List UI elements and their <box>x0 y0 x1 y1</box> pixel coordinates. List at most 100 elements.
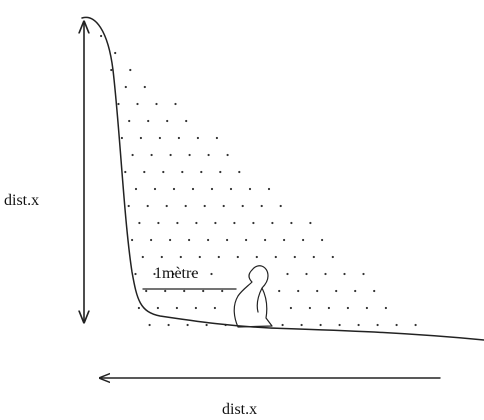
dot <box>183 289 186 293</box>
height-label: dist.x <box>4 192 39 209</box>
dot <box>124 85 127 89</box>
dot <box>195 221 198 225</box>
dot <box>324 272 327 276</box>
dot <box>278 289 281 293</box>
dot <box>226 153 229 157</box>
dot <box>139 136 142 140</box>
dot <box>309 221 312 225</box>
dot <box>384 306 387 310</box>
dot <box>127 204 130 208</box>
dot <box>229 187 233 191</box>
dot <box>150 153 153 157</box>
dot <box>414 323 417 327</box>
dot <box>150 238 153 242</box>
dot <box>279 204 282 208</box>
dot <box>221 289 224 293</box>
dot <box>205 323 208 327</box>
dot <box>198 255 201 259</box>
dot <box>286 272 289 276</box>
dot <box>327 306 330 310</box>
dot <box>128 119 131 123</box>
dot <box>217 255 220 259</box>
dot <box>233 221 236 225</box>
dot <box>319 323 322 327</box>
dot <box>146 204 149 208</box>
dot <box>191 272 194 276</box>
dot <box>158 136 161 140</box>
dot <box>129 68 132 72</box>
dot <box>200 170 203 174</box>
dot <box>136 102 139 106</box>
dot <box>124 170 127 174</box>
dot <box>177 136 180 140</box>
dot <box>260 204 263 208</box>
dot <box>255 255 258 259</box>
dot <box>141 255 144 259</box>
dot <box>238 170 241 174</box>
dot <box>179 255 182 259</box>
dot <box>174 102 177 106</box>
dot <box>110 68 113 72</box>
dot <box>302 238 305 242</box>
dot <box>373 289 376 293</box>
dot <box>143 85 146 89</box>
dot <box>321 238 324 242</box>
dot <box>131 238 134 242</box>
dot <box>131 153 134 157</box>
dot <box>117 102 120 106</box>
dot <box>331 255 334 259</box>
dot <box>148 323 151 327</box>
dot <box>312 255 315 259</box>
dot <box>267 187 271 191</box>
dot <box>157 221 160 225</box>
dot <box>120 136 123 140</box>
dot <box>210 187 214 191</box>
dot <box>172 272 175 276</box>
dot <box>134 187 138 191</box>
dot <box>100 34 103 38</box>
dot <box>203 204 206 208</box>
dot <box>207 153 210 157</box>
dot <box>297 289 300 293</box>
dot <box>138 221 141 225</box>
dot <box>271 221 274 225</box>
dot <box>252 221 255 225</box>
dot <box>188 238 191 242</box>
dot <box>215 136 218 140</box>
dot <box>376 323 379 327</box>
dot <box>362 272 365 276</box>
dot <box>145 289 148 293</box>
dot <box>143 170 146 174</box>
dot <box>241 204 244 208</box>
dot <box>338 323 341 327</box>
slope-curve <box>81 16 484 341</box>
dot <box>172 187 176 191</box>
dot <box>167 323 170 327</box>
dot <box>156 306 159 310</box>
dot <box>210 272 213 276</box>
dot <box>175 306 178 310</box>
dot <box>181 170 184 174</box>
dot <box>264 238 267 242</box>
dot <box>114 51 117 55</box>
dot <box>176 221 179 225</box>
dot <box>162 170 165 174</box>
dot <box>214 221 217 225</box>
dot <box>395 323 398 327</box>
dot <box>196 136 199 140</box>
dot <box>245 238 248 242</box>
dot <box>226 238 229 242</box>
dot <box>346 306 349 310</box>
dot <box>308 306 311 310</box>
dot <box>166 119 169 123</box>
dot <box>207 238 210 242</box>
person-label: 1mètre <box>154 265 198 282</box>
dot <box>213 306 216 310</box>
dot <box>153 272 156 276</box>
dot <box>248 187 252 191</box>
dot <box>354 289 357 293</box>
dot <box>293 255 296 259</box>
dot <box>165 204 168 208</box>
dot <box>365 306 368 310</box>
